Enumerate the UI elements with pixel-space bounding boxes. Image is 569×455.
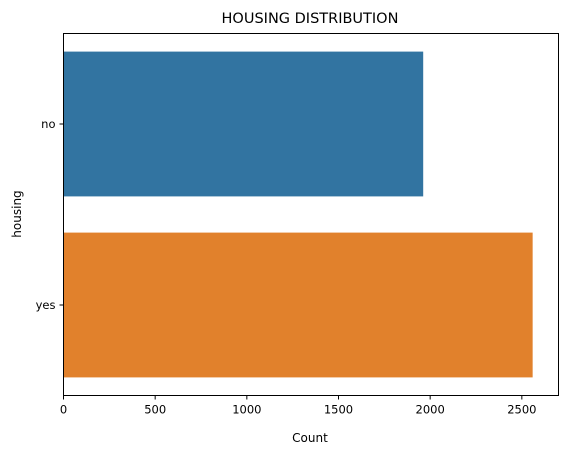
y-tick-label: yes bbox=[36, 298, 56, 312]
x-tick-label: 1500 bbox=[324, 403, 353, 417]
chart-title: HOUSING DISTRIBUTION bbox=[222, 11, 399, 27]
y-tick-label: no bbox=[41, 117, 55, 131]
x-tick-label: 0 bbox=[60, 403, 67, 417]
plot-frame bbox=[63, 33, 559, 396]
x-tick-label: 2500 bbox=[507, 403, 536, 417]
y-axis-label: housing bbox=[10, 190, 24, 237]
y-ticks-group: no yes bbox=[36, 117, 64, 312]
x-tick-label: 500 bbox=[144, 403, 166, 417]
x-tick-label: 2000 bbox=[416, 403, 445, 417]
x-tick-label: 1000 bbox=[232, 403, 261, 417]
bar-no bbox=[63, 51, 424, 197]
x-ticks-group: 0 500 1000 1500 2000 2500 bbox=[60, 395, 536, 417]
bars-group bbox=[63, 51, 533, 378]
bar-yes bbox=[63, 232, 533, 378]
x-axis-label: Count bbox=[292, 431, 328, 445]
